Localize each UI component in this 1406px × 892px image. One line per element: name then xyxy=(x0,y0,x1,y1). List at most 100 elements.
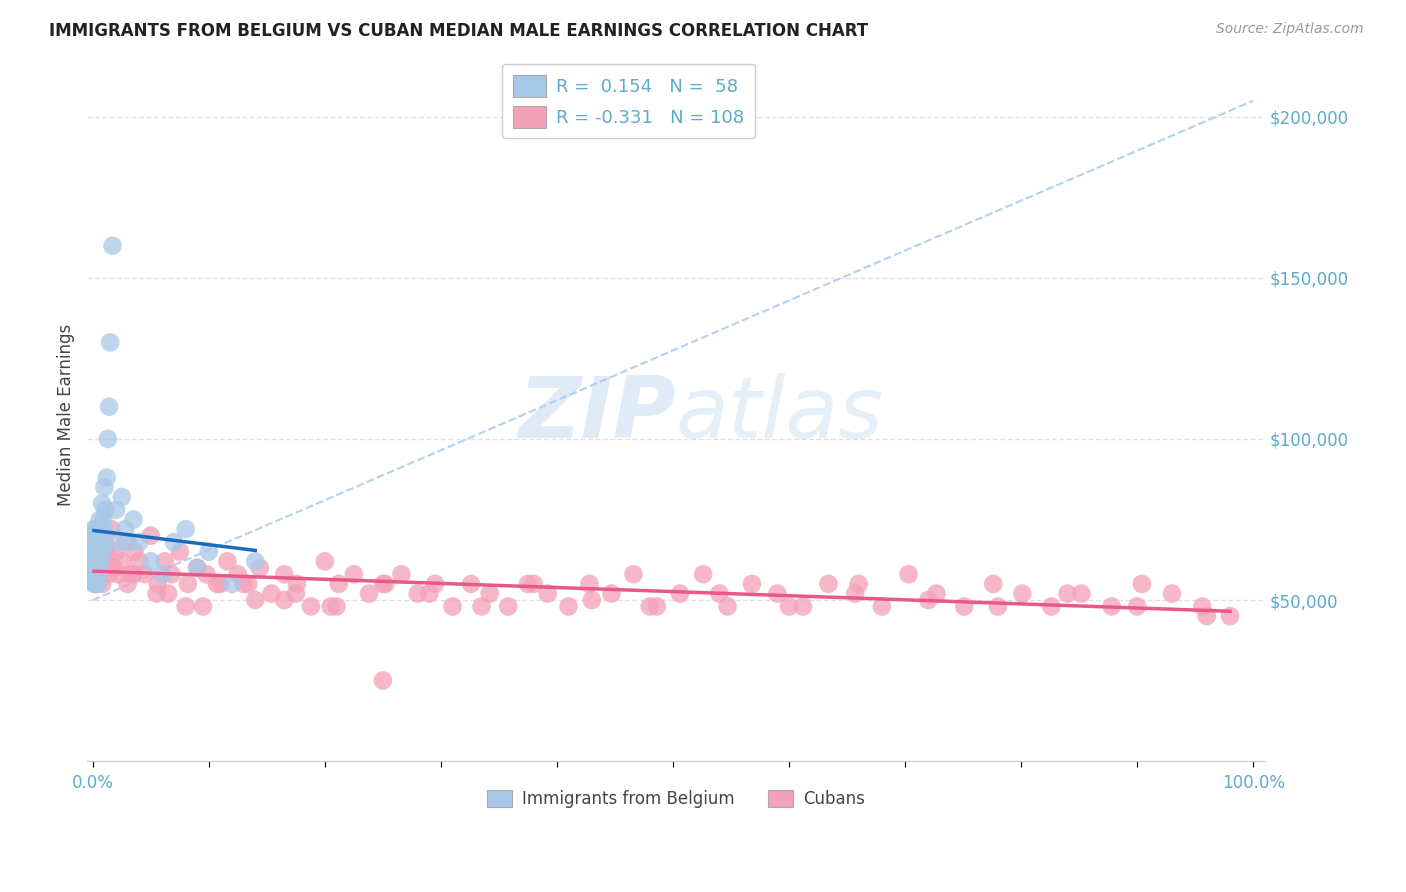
Point xyxy=(107,567,129,582)
Point xyxy=(86,561,108,575)
Point xyxy=(638,599,661,614)
Point xyxy=(897,567,920,582)
Point xyxy=(145,586,167,600)
Point xyxy=(249,561,271,575)
Point xyxy=(1040,599,1063,614)
Point xyxy=(91,535,114,549)
Point xyxy=(343,567,366,582)
Point xyxy=(1101,599,1123,614)
Point xyxy=(90,522,112,536)
Point xyxy=(91,512,114,526)
Point xyxy=(1130,577,1153,591)
Point xyxy=(328,577,350,591)
Point xyxy=(357,586,380,600)
Point xyxy=(1219,609,1241,624)
Point xyxy=(177,577,200,591)
Point xyxy=(245,554,267,568)
Point xyxy=(83,535,105,549)
Point xyxy=(93,480,115,494)
Point xyxy=(581,593,603,607)
Point xyxy=(146,577,169,591)
Point xyxy=(285,577,308,591)
Point xyxy=(84,567,107,582)
Point xyxy=(84,535,107,549)
Point xyxy=(987,599,1010,614)
Point xyxy=(441,599,464,614)
Point xyxy=(325,599,347,614)
Point xyxy=(83,554,105,568)
Point xyxy=(101,238,124,252)
Point xyxy=(139,554,162,568)
Point xyxy=(91,554,114,568)
Point xyxy=(226,567,249,582)
Point xyxy=(87,528,110,542)
Point xyxy=(87,535,110,549)
Point xyxy=(105,503,128,517)
Point xyxy=(128,554,150,568)
Point xyxy=(578,577,600,591)
Point xyxy=(692,567,714,582)
Point xyxy=(205,577,228,591)
Point xyxy=(97,432,120,446)
Point xyxy=(84,541,107,556)
Point xyxy=(232,577,254,591)
Point xyxy=(89,567,111,582)
Point xyxy=(111,490,134,504)
Point xyxy=(817,577,839,591)
Point xyxy=(1126,599,1149,614)
Point xyxy=(83,567,105,582)
Point xyxy=(94,503,117,517)
Point xyxy=(174,522,197,536)
Point xyxy=(86,522,108,536)
Point xyxy=(478,586,501,600)
Point xyxy=(87,544,110,558)
Point xyxy=(84,561,107,575)
Point xyxy=(1070,586,1092,600)
Point xyxy=(870,599,893,614)
Point xyxy=(195,567,218,582)
Point xyxy=(981,577,1004,591)
Point xyxy=(299,599,322,614)
Point xyxy=(844,586,866,600)
Point xyxy=(122,512,145,526)
Point xyxy=(89,512,111,526)
Point xyxy=(98,567,121,582)
Point xyxy=(418,586,440,600)
Point xyxy=(374,577,396,591)
Point xyxy=(98,400,121,414)
Point xyxy=(260,586,283,600)
Point xyxy=(86,567,108,582)
Point xyxy=(523,577,546,591)
Point xyxy=(709,586,731,600)
Point xyxy=(96,544,118,558)
Point xyxy=(84,554,107,568)
Point xyxy=(139,528,162,542)
Point xyxy=(174,599,197,614)
Point xyxy=(111,554,134,568)
Point xyxy=(741,577,763,591)
Point xyxy=(84,577,107,591)
Point xyxy=(114,522,136,536)
Point xyxy=(160,567,183,582)
Point xyxy=(89,561,111,575)
Point xyxy=(191,599,214,614)
Point xyxy=(953,599,976,614)
Point xyxy=(669,586,692,600)
Point xyxy=(90,528,112,542)
Point xyxy=(238,577,260,591)
Point xyxy=(103,561,125,575)
Point xyxy=(371,577,394,591)
Point xyxy=(134,567,156,582)
Point xyxy=(86,577,108,591)
Point xyxy=(90,554,112,568)
Point xyxy=(766,586,789,600)
Point xyxy=(496,599,519,614)
Point xyxy=(98,335,121,350)
Point xyxy=(117,535,139,549)
Point xyxy=(83,535,105,549)
Point xyxy=(460,577,482,591)
Point xyxy=(153,554,176,568)
Point xyxy=(391,567,413,582)
Y-axis label: Median Male Earnings: Median Male Earnings xyxy=(58,324,75,506)
Point xyxy=(1195,609,1218,624)
